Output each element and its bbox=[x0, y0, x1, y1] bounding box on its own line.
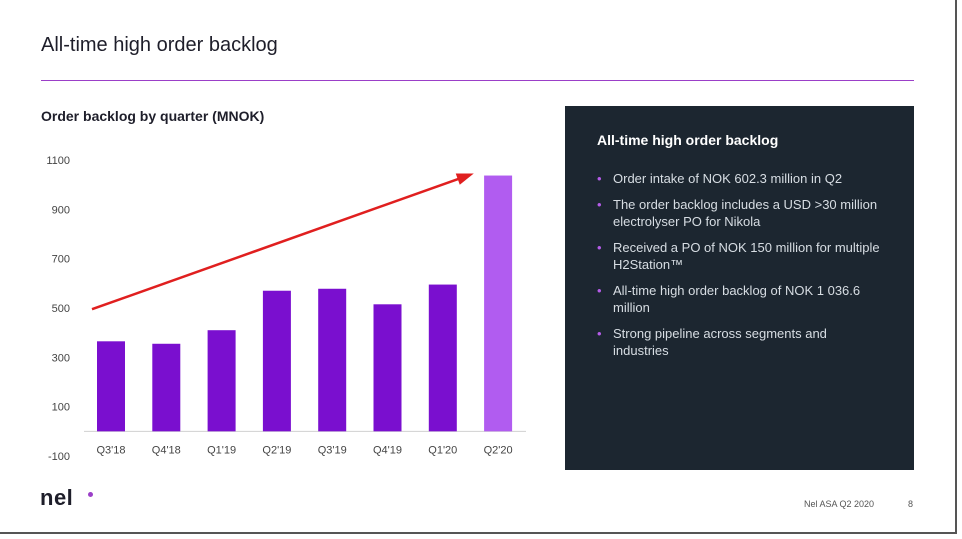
slide-title: All-time high order backlog bbox=[41, 34, 278, 56]
trend-arrow-head-icon bbox=[455, 173, 474, 185]
panel-bullet: • Order intake of NOK 602.3 million in Q2 bbox=[597, 170, 884, 187]
panel-title: All-time high order backlog bbox=[597, 132, 779, 148]
y-tick-label: 900 bbox=[52, 204, 70, 216]
page-number: 8 bbox=[908, 499, 914, 509]
bar-q219 bbox=[262, 290, 291, 432]
panel-bullet-text: Strong pipeline across segments and indu… bbox=[613, 326, 827, 358]
x-tick-label: Q3'19 bbox=[318, 444, 347, 456]
bar-q220 bbox=[484, 175, 513, 432]
bar-chart: -100 100 300 500 700 900 1100 Q3'18 Q4'18 Q1'19 Q2… bbox=[46, 155, 526, 463]
panel-bullet-text: Received a PO of NOK 150 million for mul… bbox=[613, 240, 880, 272]
x-tick-label: Q2'20 bbox=[484, 444, 513, 456]
panel-bullet: • Strong pipeline across segments and ind… bbox=[597, 325, 884, 359]
nel-logo: nel bbox=[40, 485, 74, 510]
y-tick-label: 300 bbox=[52, 352, 70, 364]
y-tick-label: 500 bbox=[52, 303, 70, 315]
bar-q418 bbox=[152, 343, 181, 432]
panel-bullet-list: • Order intake of NOK 602.3 million in Q2… bbox=[597, 170, 884, 359]
bullet-dot-icon: • bbox=[597, 283, 602, 298]
trend-arrow-line bbox=[91, 173, 471, 311]
x-tick-label: Q4'18 bbox=[152, 444, 181, 456]
x-tick-label: Q3'18 bbox=[96, 444, 125, 456]
y-tick-label: 100 bbox=[52, 402, 70, 414]
y-tick-label: -100 bbox=[48, 451, 70, 463]
footer-company-period: Nel ASA Q2 2020 bbox=[804, 499, 875, 509]
panel-bullet-text: The order backlog includes a USD >30 mil… bbox=[613, 197, 878, 229]
y-tick-label: 700 bbox=[52, 254, 70, 266]
bullet-dot-icon: • bbox=[597, 326, 602, 341]
summary-panel: All-time high order backlog • Order intak… bbox=[565, 106, 914, 470]
x-tick-label: Q1'20 bbox=[428, 444, 457, 456]
bar-q120 bbox=[428, 284, 457, 432]
bar-q319 bbox=[318, 288, 347, 432]
panel-bullet-text: Order intake of NOK 602.3 million in Q2 bbox=[613, 171, 843, 186]
bullet-dot-icon: • bbox=[597, 240, 602, 255]
panel-bullet: • Received a PO of NOK 150 million for mu… bbox=[597, 239, 884, 273]
panel-bullet: • The order backlog includes a USD >30 mi… bbox=[597, 196, 884, 230]
logo-dot-icon bbox=[88, 492, 93, 497]
x-tick-label: Q1'19 bbox=[207, 444, 236, 456]
bar-q119 bbox=[207, 330, 236, 432]
chart-title: Order backlog by quarter (MNOK) bbox=[41, 108, 265, 124]
x-tick-label: Q2'19 bbox=[262, 444, 291, 456]
panel-bullet-text: All-time high order backlog of NOK 1 036… bbox=[613, 283, 861, 315]
title-divider bbox=[41, 80, 914, 81]
bullet-dot-icon: • bbox=[597, 197, 602, 212]
y-tick-label: 1100 bbox=[46, 155, 70, 167]
panel-bullet: • All-time high order backlog of NOK 1 03… bbox=[597, 282, 884, 316]
bar-q419 bbox=[373, 304, 402, 432]
x-tick-label: Q4'19 bbox=[373, 444, 402, 456]
bullet-dot-icon: • bbox=[597, 171, 602, 186]
bar-q318 bbox=[97, 341, 125, 432]
